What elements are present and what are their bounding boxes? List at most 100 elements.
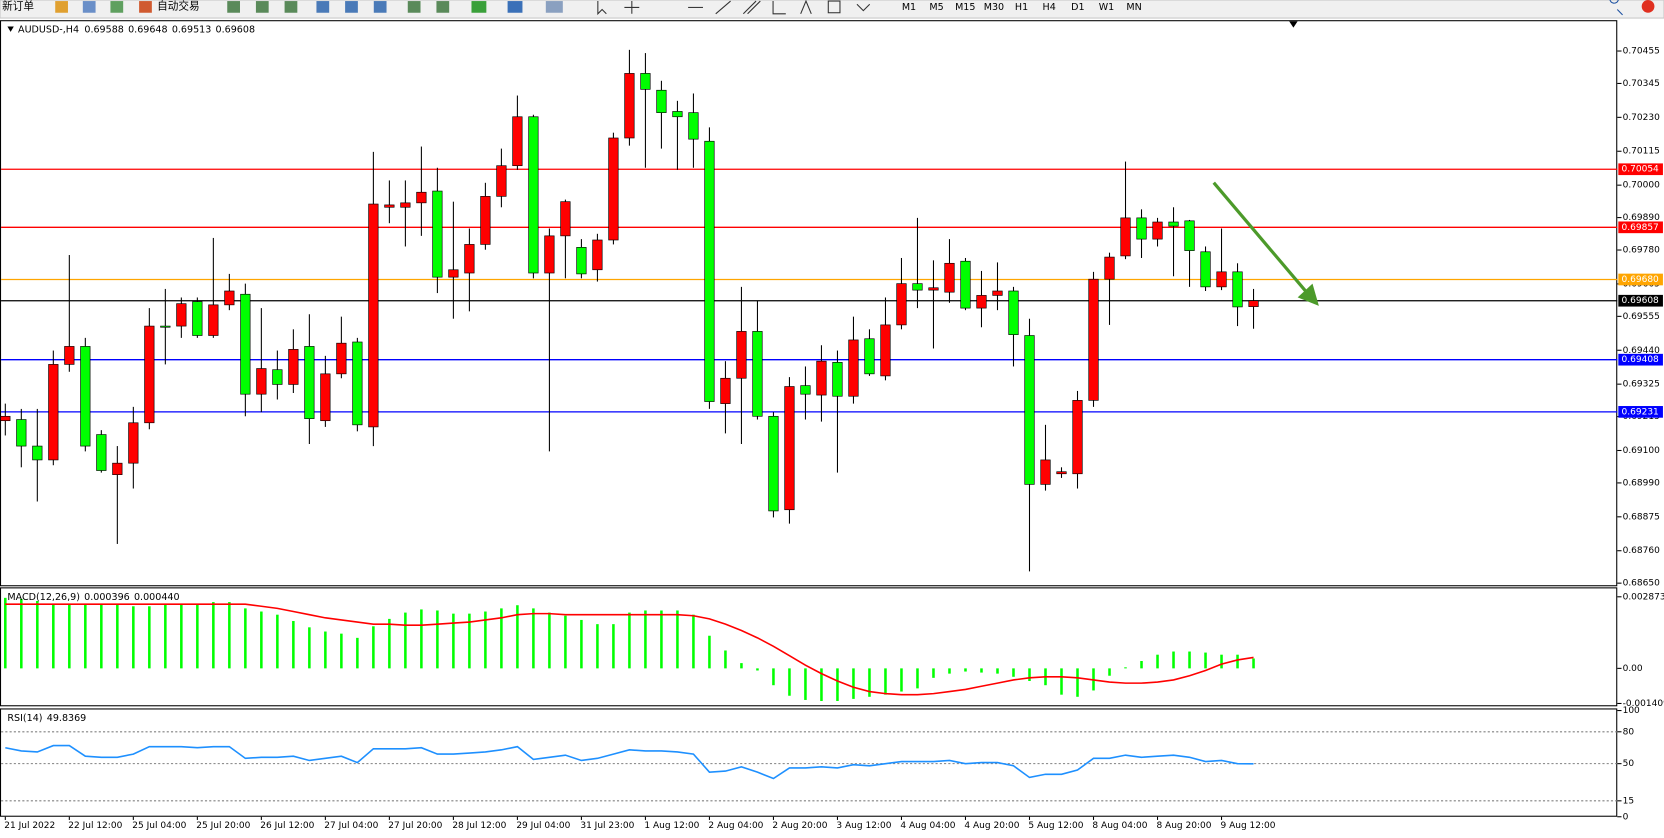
macd-value: 0.000396: [84, 591, 130, 602]
icon[interactable]: [284, 1, 298, 13]
cursor-tool[interactable]: [597, 1, 607, 16]
y-tick-label: 15: [1623, 796, 1634, 806]
y-tick-label: 0.69440: [1623, 346, 1661, 356]
symbol: AUDUSD-,H4: [18, 24, 79, 35]
y-tick-label: 0.69325: [1623, 380, 1660, 390]
x-tick-label: 9 Aug 12:00: [1220, 821, 1275, 831]
timeframe-button[interactable]: H1: [1015, 2, 1028, 13]
tile[interactable]: [373, 1, 387, 13]
candle-body: [1088, 278, 1099, 401]
search[interactable]: [1609, 0, 1623, 16]
y-tick-label: 0.69780: [1623, 246, 1661, 256]
y-tick-label: -0.001409: [1623, 699, 1664, 709]
timeframe-button[interactable]: M1: [902, 2, 916, 13]
x-tick-label: 4 Aug 20:00: [964, 821, 1019, 831]
icon[interactable]: [227, 1, 240, 13]
macd-header-text: MACD(12,26,9) 0.000396 0.000440: [7, 591, 179, 602]
trendline-tool[interactable]: [715, 0, 731, 15]
candle-body: [128, 422, 139, 464]
x-tick-label: 26 Jul 12:00: [260, 821, 314, 831]
timeframe-button[interactable]: M30: [984, 2, 1004, 13]
macd-bar: [612, 624, 615, 669]
candle-body: [400, 202, 411, 208]
rsi-panel-border: [0, 708, 1618, 817]
candle-body: [704, 140, 715, 402]
timeframe-button[interactable]: H4: [1043, 2, 1056, 13]
crosshair-tool[interactable]: [624, 1, 640, 14]
label-tool[interactable]: [827, 0, 841, 14]
candle-body: [544, 235, 555, 274]
indicators[interactable]: [471, 1, 487, 13]
auto-trading-button[interactable]: 自动交易: [157, 0, 199, 12]
price-label-box: [1618, 353, 1663, 366]
channel-tool[interactable]: [742, 0, 761, 15]
candle-body: [592, 239, 603, 271]
candle-body: [512, 116, 523, 167]
timeframe-button[interactable]: MN: [1126, 2, 1141, 13]
main-panel-border: [0, 20, 1618, 587]
macd-bar: [68, 604, 71, 669]
candle-body: [464, 244, 475, 274]
periods[interactable]: [507, 1, 523, 13]
icon[interactable]: [407, 1, 421, 13]
x-tick-label: 4 Aug 04:00: [900, 821, 955, 831]
macd-bar: [548, 612, 551, 669]
timeframe-button[interactable]: M5: [929, 2, 943, 13]
chart-shift-marker[interactable]: [1289, 21, 1298, 28]
candle-body: [240, 293, 251, 395]
x-tick-label: 8 Aug 04:00: [1092, 821, 1147, 831]
timeframe-button[interactable]: D1: [1071, 2, 1084, 13]
y-tick-label: 0.70000: [1623, 181, 1661, 191]
macd-bar: [100, 604, 103, 669]
candle-body: [640, 73, 651, 90]
new-order-button[interactable]: 新订单: [2, 0, 34, 12]
y-tick-label: 0.70455: [1623, 47, 1660, 57]
candle-body: [1168, 221, 1179, 227]
icon[interactable]: [110, 1, 124, 13]
arrows-tool[interactable]: [856, 3, 871, 12]
candle-body: [816, 360, 827, 396]
x-tick-label: 25 Jul 20:00: [196, 821, 250, 831]
candle-body: [1200, 251, 1211, 288]
fibo-tool[interactable]: [772, 1, 786, 15]
candle-body: [176, 303, 187, 327]
icon[interactable]: [82, 1, 96, 13]
macd-bar: [1156, 654, 1159, 669]
timeframes: M1 M5 M15 M30 H1 H4 D1 W1 MN: [902, 2, 1142, 13]
macd-bar: [1188, 651, 1191, 669]
macd-bar: [436, 610, 439, 669]
macd-bar: [1204, 652, 1207, 669]
icon[interactable]: [255, 1, 269, 13]
x-tick-label: 27 Jul 04:00: [324, 821, 378, 831]
macd-bar: [500, 608, 503, 669]
icon[interactable]: [55, 1, 68, 13]
auto-trading-icon[interactable]: [139, 1, 152, 13]
macd-bar: [996, 668, 999, 674]
candle-body: [288, 349, 299, 385]
notifications[interactable]: [1641, 0, 1655, 13]
y-tick-label: 50: [1623, 759, 1635, 769]
candle-body: [576, 247, 587, 275]
timeframe-button[interactable]: W1: [1099, 2, 1115, 13]
zoom-out[interactable]: [345, 1, 358, 13]
icon[interactable]: [436, 1, 450, 13]
macd-bar: [180, 604, 183, 669]
candle-body: [720, 377, 731, 404]
macd-title: MACD(12,26,9): [7, 591, 80, 602]
candle-body: [160, 325, 171, 328]
price-label: 0.69408: [1622, 355, 1660, 365]
candle-body: [784, 386, 795, 511]
candle-body: [1056, 471, 1067, 475]
x-tick-label: 22 Jul 12:00: [68, 821, 122, 831]
macd-bar: [740, 663, 743, 669]
main-header-text: AUDUSD-,H4 0.69588 0.69648 0.69513 0.69608: [18, 24, 255, 35]
macd-bar: [292, 621, 295, 669]
text-tool[interactable]: [800, 0, 812, 15]
zoom-in[interactable]: [316, 1, 330, 13]
templates[interactable]: [545, 1, 563, 13]
timeframe-button[interactable]: M15: [955, 2, 975, 13]
macd-bar: [52, 604, 55, 669]
macd-bar: [532, 608, 535, 669]
